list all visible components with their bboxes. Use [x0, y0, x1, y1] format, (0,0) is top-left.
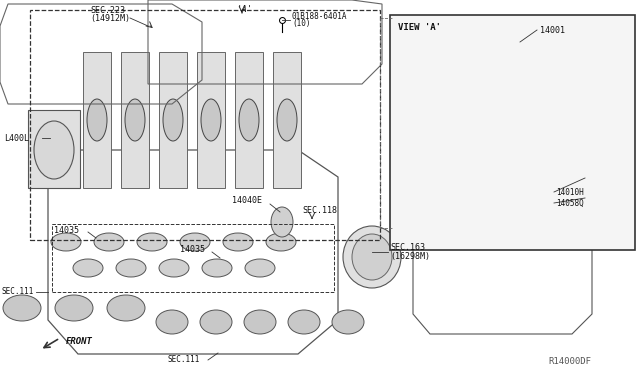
Ellipse shape [343, 226, 401, 288]
Text: 14040E: 14040E [232, 196, 262, 205]
Ellipse shape [485, 106, 499, 138]
Text: 14001: 14001 [540, 26, 565, 35]
Ellipse shape [288, 310, 320, 334]
Text: (16298M): (16298M) [390, 251, 430, 260]
Bar [390, 15, 635, 250]
Ellipse shape [244, 310, 276, 334]
Ellipse shape [55, 295, 93, 321]
Text: 14058Q: 14058Q [556, 199, 584, 208]
Bar [509, 58, 529, 187]
Ellipse shape [266, 233, 296, 251]
Ellipse shape [590, 121, 618, 163]
Text: SEC.223: SEC.223 [90, 6, 125, 15]
Bar [52, 224, 334, 292]
Ellipse shape [332, 310, 364, 334]
Text: SEC.163: SEC.163 [390, 244, 425, 253]
Ellipse shape [163, 99, 183, 141]
Ellipse shape [431, 106, 445, 138]
Bar [482, 58, 502, 187]
Ellipse shape [352, 234, 392, 280]
Ellipse shape [116, 259, 146, 277]
Ellipse shape [512, 106, 526, 138]
Ellipse shape [125, 99, 145, 141]
Text: (10): (10) [292, 19, 310, 28]
Text: SEC.111: SEC.111 [168, 356, 200, 365]
Bar [536, 58, 556, 187]
Bar [28, 110, 80, 188]
Ellipse shape [34, 121, 74, 179]
Bar [563, 58, 583, 187]
Ellipse shape [566, 106, 580, 138]
Text: (14912M): (14912M) [90, 13, 130, 22]
Ellipse shape [107, 295, 145, 321]
Text: R14000DF: R14000DF [548, 357, 591, 366]
Bar [121, 52, 149, 188]
Bar [30, 10, 380, 240]
Bar [428, 58, 448, 187]
Text: 01B188-6401A: 01B188-6401A [292, 12, 348, 20]
Ellipse shape [202, 259, 232, 277]
Text: 14035: 14035 [54, 225, 79, 234]
Bar [197, 52, 225, 188]
Ellipse shape [277, 99, 297, 141]
Ellipse shape [51, 233, 81, 251]
Text: 14010H: 14010H [556, 187, 584, 196]
Bar [455, 58, 475, 187]
Bar [235, 52, 263, 188]
Ellipse shape [73, 259, 103, 277]
Ellipse shape [245, 259, 275, 277]
Ellipse shape [271, 207, 293, 237]
Ellipse shape [180, 233, 210, 251]
Ellipse shape [223, 233, 253, 251]
Ellipse shape [3, 295, 41, 321]
Ellipse shape [94, 233, 124, 251]
Ellipse shape [239, 99, 259, 141]
Ellipse shape [458, 106, 472, 138]
Text: 14035: 14035 [180, 246, 205, 254]
Ellipse shape [159, 259, 189, 277]
Text: SEC.118: SEC.118 [302, 205, 337, 215]
Text: FRONT: FRONT [66, 337, 93, 346]
Ellipse shape [87, 99, 107, 141]
Text: L400L: L400L [4, 134, 29, 142]
Ellipse shape [539, 106, 553, 138]
Ellipse shape [156, 310, 188, 334]
Text: SEC.111: SEC.111 [1, 288, 33, 296]
Ellipse shape [201, 99, 221, 141]
Ellipse shape [137, 233, 167, 251]
Bar [159, 52, 187, 188]
Ellipse shape [200, 310, 232, 334]
Bar [588, 113, 620, 165]
Bar [83, 52, 111, 188]
Bar [273, 52, 301, 188]
Text: VIEW 'A': VIEW 'A' [398, 22, 441, 32]
Text: 'A': 'A' [237, 4, 253, 13]
